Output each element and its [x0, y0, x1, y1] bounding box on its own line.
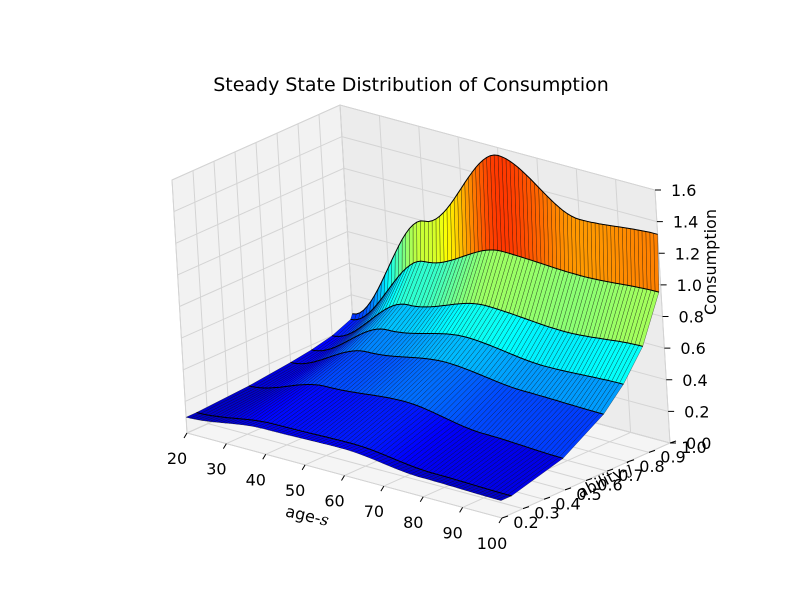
z-tick-label: 1.6	[671, 181, 696, 200]
z-tick-label: 0.4	[682, 371, 707, 390]
tick-labels: 20304050607080901000.20.30.40.50.60.70.8…	[167, 181, 712, 553]
y-tick-label: 0.7	[618, 466, 643, 485]
grid-line-z	[171, 104, 656, 191]
x-tick	[262, 453, 267, 460]
x-tick	[380, 485, 385, 492]
z-tick-label: 0.8	[679, 308, 704, 327]
z-axis-label: Consumption	[701, 209, 720, 315]
ability-band-edge	[311, 328, 624, 385]
x-tick	[222, 443, 227, 449]
y-tick	[627, 459, 635, 463]
tick-marks	[183, 189, 677, 524]
y-tick-label: 0.2	[513, 513, 538, 532]
x-tick-label: 20	[167, 449, 187, 468]
y-tick	[606, 468, 614, 472]
z-tick-label: 0.0	[686, 434, 711, 453]
surface-patch	[428, 220, 433, 263]
surface-patch	[431, 218, 437, 264]
x-axis-label-text: age-	[284, 501, 323, 528]
z-tick-label: 1.2	[675, 244, 700, 263]
y-tick	[585, 478, 593, 481]
x-tick-label: 100	[477, 534, 508, 553]
x-tick	[183, 432, 188, 439]
ability-band-edge	[352, 154, 658, 315]
y-tick-label: 0.6	[597, 476, 622, 495]
y-tick	[501, 515, 509, 519]
ability-band-edge	[332, 302, 643, 347]
chart-title: Steady State Distribution of Consumption	[213, 74, 609, 96]
x-tick-label: 50	[285, 481, 305, 500]
y-tick	[522, 506, 530, 510]
x-tick-label: 90	[442, 523, 462, 542]
z-tick-label: 0.2	[684, 402, 709, 421]
y-tick-label: 0.5	[576, 485, 601, 504]
surface-patch	[412, 221, 418, 264]
ability-band-edge	[248, 384, 564, 459]
surface	[185, 154, 660, 501]
surface-patch	[420, 220, 425, 262]
y-tick-label: 0.3	[534, 504, 559, 523]
z-tick-label: 1.0	[677, 276, 702, 295]
surface-patch	[435, 215, 441, 264]
x-tick	[459, 507, 464, 513]
x-tick-label: 60	[324, 492, 344, 511]
y-tick-label: 1.0	[681, 438, 706, 457]
y-tick-label: 0.9	[660, 447, 685, 466]
grid-line-z	[173, 136, 658, 223]
z-tick-label: 0.6	[680, 339, 705, 358]
y-tick	[564, 487, 572, 491]
y-tick	[543, 496, 551, 500]
x-tick-label: 30	[206, 460, 226, 479]
z-tick-label: 1.4	[673, 213, 698, 232]
surface-patch	[424, 220, 429, 263]
x-tick	[301, 464, 306, 471]
surface-patch	[409, 224, 414, 266]
ability-band-edge	[196, 412, 512, 497]
y-tick-label: 0.8	[639, 457, 664, 476]
x-tick-label: 70	[364, 502, 384, 521]
ability-band-edge	[350, 249, 660, 321]
y-tick	[648, 449, 656, 453]
x-tick-label: 40	[246, 470, 266, 489]
x-tick	[341, 475, 345, 481]
surface-patch	[416, 220, 421, 262]
x-tick-label: 80	[403, 513, 423, 532]
surface-patch	[405, 228, 410, 269]
x-tick	[419, 496, 424, 503]
x-tick	[498, 517, 503, 524]
ability-band-edge	[290, 350, 604, 415]
y-tick-label: 0.4	[555, 494, 580, 513]
